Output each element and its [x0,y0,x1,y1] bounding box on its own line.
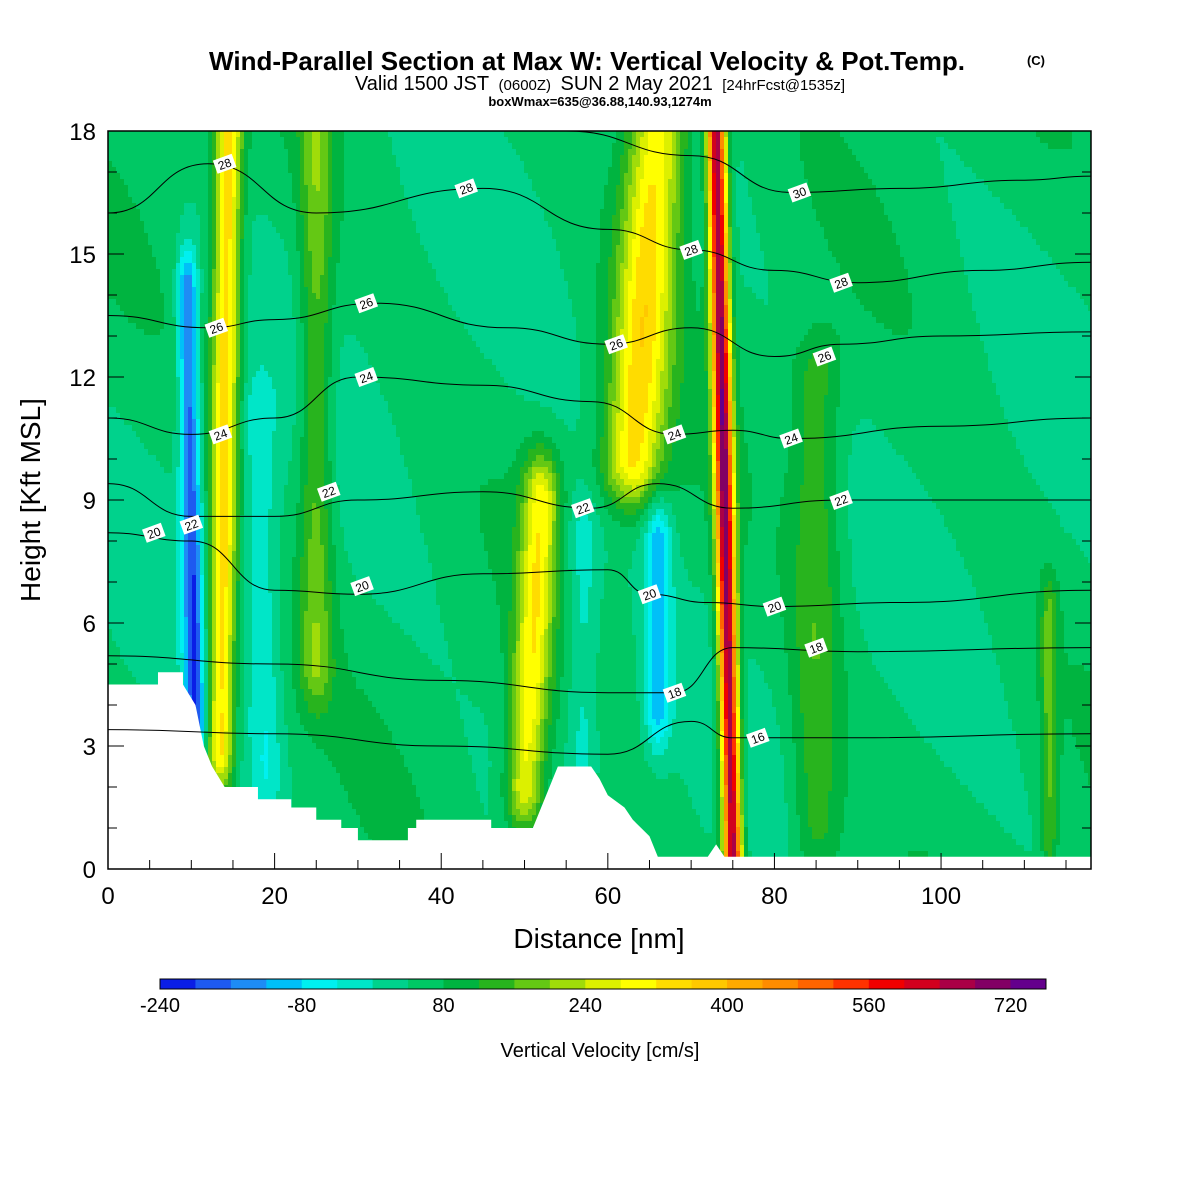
colorbar-swatch [621,979,657,989]
colorbar-label: 720 [994,995,1027,1017]
chart-title: Wind-Parallel Section at Max W: Vertical… [209,46,965,76]
x-tick-label: 100 [921,883,961,910]
colorbar-swatch [550,979,586,989]
colorbar-label: 400 [710,995,743,1017]
x-tick-label: 40 [428,883,455,910]
colorbar-title: Vertical Velocity [cm/s] [501,1040,700,1062]
valid-utc: (0600Z) [499,77,552,94]
y-tick-label: 6 [83,611,96,638]
valid-line: Valid 1500 JST (0600Z) SUN 2 May 2021 [2… [355,73,845,95]
colorbar-swatch [337,979,373,989]
y-axis-title: Height [Kft MSL] [15,398,46,602]
x-tick-label: 60 [594,883,621,910]
y-tick-label: 18 [69,119,96,146]
colorbar-label: -80 [287,995,316,1017]
colorbar-label: -240 [140,995,180,1017]
colorbar-label: 560 [852,995,885,1017]
y-tick-label: 3 [83,734,96,761]
colorbar-swatch [231,979,267,989]
colorbar-swatch [373,979,409,989]
y-tick-label: 9 [83,488,96,515]
colorbar-swatch [798,979,834,989]
x-tick-label: 0 [101,883,114,910]
colorbar-label: 240 [569,995,602,1017]
y-tick-label: 15 [69,242,96,269]
y-tick-label: 0 [83,857,96,884]
colorbar-swatch [1011,979,1047,989]
colorbar-swatch [904,979,940,989]
colorbar-swatch [727,979,763,989]
colorbar-swatch [975,979,1011,989]
x-tick-label: 20 [261,883,288,910]
colorbar-swatch [266,979,302,989]
copyright-mark: (C) [1027,53,1045,68]
colorbar-swatch [656,979,692,989]
colorbar-swatch [479,979,515,989]
y-tick-label: 12 [69,365,96,392]
colorbar-swatch [585,979,621,989]
colorbar-swatch [408,979,444,989]
x-tick-label: 80 [761,883,788,910]
x-axis-title: Distance [nm] [513,923,684,954]
colorbar-swatch [195,979,231,989]
colorbar-swatch [833,979,869,989]
valid-date: SUN 2 May 2021 [561,73,713,95]
colorbar-swatch [940,979,976,989]
colorbar-swatch [869,979,905,989]
colorbar-swatch [692,979,728,989]
colorbar-swatch [302,979,338,989]
colorbar-swatch [160,979,196,989]
colorbar-swatch [762,979,798,989]
colorbar-swatch [444,979,480,989]
colorbar-swatch [514,979,550,989]
valid-prefix: Valid 1500 JST [355,73,489,95]
colorbar-label: 80 [432,995,454,1017]
colorbar: -240 -80 80 240 400 560 720 [140,979,1047,1017]
forecast-info: [24hrFcst@1535z] [722,77,845,94]
box-info: boxWmax=635@36.88,140.93,1274m [488,94,711,109]
